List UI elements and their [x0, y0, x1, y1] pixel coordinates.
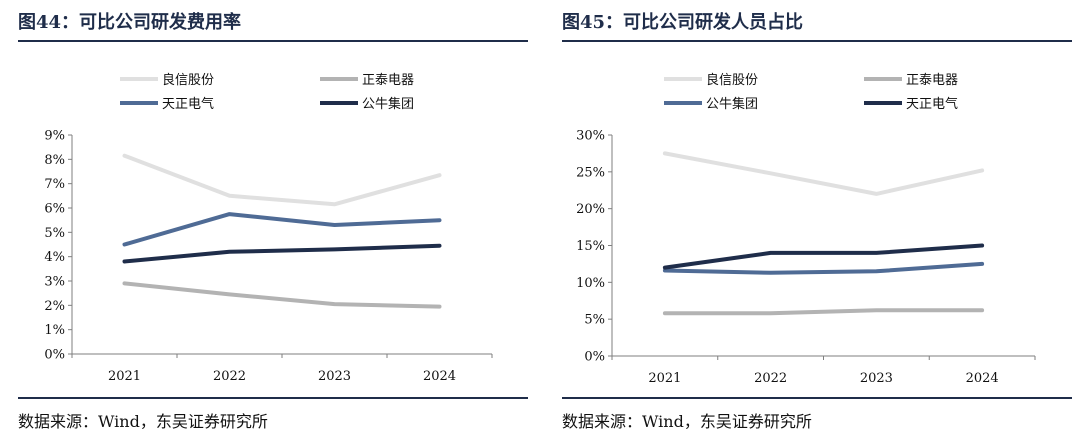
- legend-label: 天正电气: [162, 96, 214, 112]
- title-rule: [562, 40, 1072, 42]
- x-tick-label: 2022: [754, 371, 787, 386]
- y-tick-label: 8%: [44, 153, 65, 168]
- y-tick-label: 5%: [44, 226, 65, 241]
- source-rule: [562, 397, 1072, 399]
- series-line: [662, 261, 985, 275]
- y-tick-label: 0%: [584, 350, 605, 365]
- title-rule: [18, 40, 528, 42]
- y-tick-label: 2%: [44, 299, 65, 314]
- source-note: 数据来源：Wind，东吴证券研究所: [562, 412, 812, 431]
- legend-label: 正泰电器: [906, 73, 958, 88]
- y-tick-label: 0%: [44, 348, 65, 363]
- x-tick-label: 2022: [213, 369, 246, 384]
- series-line: [122, 281, 442, 309]
- series-line: [122, 243, 442, 264]
- legend-label: 正泰电器: [362, 73, 414, 88]
- series-line: [662, 243, 985, 270]
- y-tick-label: 5%: [584, 313, 605, 328]
- y-tick-label: 4%: [44, 250, 65, 265]
- source-rule: [18, 397, 528, 399]
- y-tick-label: 25%: [576, 165, 605, 180]
- y-tick-label: 1%: [44, 323, 65, 338]
- y-tick-label: 20%: [576, 202, 605, 217]
- chart-panel-right: 图45：可比公司研发人员占比 0% 5% 10% 15% 20% 25% 30% 2021 20…: [562, 0, 1072, 437]
- y-tick-label: 9%: [44, 129, 65, 144]
- legend-label: 公牛集团: [706, 96, 758, 112]
- series-line: [122, 153, 442, 207]
- y-tick-label: 10%: [576, 276, 605, 291]
- legend-label: 公牛集团: [362, 96, 414, 112]
- chart-title: 图45：可比公司研发人员占比: [562, 12, 804, 33]
- series-line: [662, 151, 985, 196]
- x-tick-label: 2021: [108, 369, 141, 384]
- legend-label: 天正电气: [906, 96, 958, 112]
- x-tick-label: 2024: [423, 369, 456, 384]
- line-chart-rd-expense-ratio: 0% 1% 2% 3% 4% 5% 6% 7% 8% 9% 2021 2022 2023 2024 良信股份…: [44, 72, 493, 384]
- x-tick-label: 2023: [318, 369, 351, 384]
- y-tick-label: 6%: [44, 202, 65, 217]
- y-tick-label: 3%: [44, 275, 65, 290]
- chart-panel-left: 图44：可比公司研发费用率 0% 1% 2% 3% 4% 5% 6% 7% 8% 9% 2021 20…: [18, 0, 528, 437]
- y-tick-label: 15%: [576, 239, 605, 254]
- source-note: 数据来源：Wind，东吴证券研究所: [18, 412, 268, 431]
- legend-label: 良信股份: [162, 72, 214, 88]
- x-tick-label: 2021: [648, 371, 681, 386]
- x-tick-label: 2024: [966, 371, 999, 386]
- y-tick-label: 7%: [44, 177, 65, 192]
- y-tick-label: 30%: [576, 129, 605, 144]
- chart-title: 图44：可比公司研发费用率: [18, 12, 242, 33]
- series-line: [122, 212, 442, 247]
- line-chart-rd-staff-ratio: 0% 5% 10% 15% 20% 25% 30% 2021 2022 2023 2024 良信股份 正…: [576, 72, 1036, 386]
- legend-label: 良信股份: [706, 72, 758, 88]
- series-line: [662, 308, 985, 316]
- x-tick-label: 2023: [860, 371, 893, 386]
